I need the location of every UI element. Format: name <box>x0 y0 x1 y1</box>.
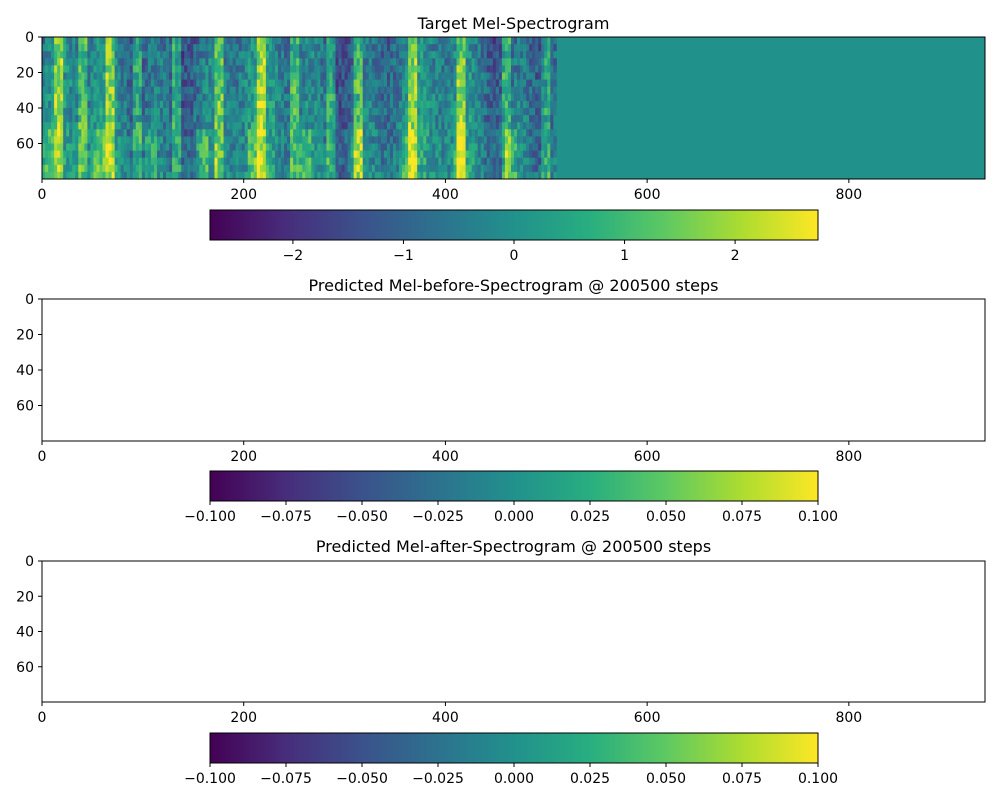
target-colorbar-ticks: −2 −1 0 1 2 <box>283 240 740 264</box>
y-tick-label: 0 <box>25 30 34 46</box>
target-ticks: 0 200 400 600 800 0 20 40 60 <box>16 30 862 203</box>
target-padding-region <box>556 37 985 179</box>
y-tick-label: 20 <box>16 66 34 82</box>
mel-before-title: Predicted Mel-before-Spectrogram @ 20050… <box>309 276 719 295</box>
y-tick-label: 40 <box>16 625 34 641</box>
colorbar-tick-label: 0.025 <box>570 509 610 525</box>
colorbar-tick-label: 0.050 <box>646 771 686 787</box>
colorbar-tick-label: −0.100 <box>184 771 236 787</box>
mel-after-image <box>41 560 986 703</box>
y-tick-label: 40 <box>16 363 34 379</box>
colorbar-tick-label: −0.075 <box>260 771 312 787</box>
panel-target: Target Mel-Spectrogram 0 200 400 600 8000204… <box>16 14 986 264</box>
colorbar-tick-label: 0.000 <box>494 771 534 787</box>
colorbar-tick-label: 2 <box>731 248 740 264</box>
mel-before-colorbar-ticks: −0.100 −0.075 −0.050 −0.025 0.000 0.025 0.050 0… <box>184 501 838 525</box>
panel-mel-after: Predicted Mel-after-Spectrogram @ 200500… <box>16 537 986 787</box>
mel-after-colorbar-gradient <box>209 732 819 764</box>
colorbar-tick-label: −0.025 <box>412 509 464 525</box>
colorbar-tick-label: 0.100 <box>798 509 838 525</box>
x-tick-label: 400 <box>432 710 459 726</box>
x-tick-label: 600 <box>634 187 661 203</box>
colorbar-tick-label: 0.075 <box>722 509 762 525</box>
colorbar-tick-label: −0.100 <box>184 509 236 525</box>
x-tick-label: 800 <box>835 710 862 726</box>
x-tick-label: 600 <box>634 449 661 465</box>
y-tick-label: 0 <box>25 292 34 308</box>
x-tick-label: 800 <box>835 187 862 203</box>
target-heatmap-cells <box>42 37 557 180</box>
x-tick-label: 400 <box>432 449 459 465</box>
x-tick-label: 200 <box>230 187 257 203</box>
mel-before-colorbar: −0.100 −0.075 −0.050 −0.025 0.000 0.025 0.050 0… <box>184 470 838 525</box>
colorbar-tick-label: 0.025 <box>570 771 610 787</box>
target-image <box>42 37 985 180</box>
mel-after-title: Predicted Mel-after-Spectrogram @ 200500… <box>316 537 711 556</box>
x-tick-label: 200 <box>230 710 257 726</box>
x-tick-label: 0 <box>38 710 47 726</box>
y-tick-label: 20 <box>16 328 34 344</box>
x-tick-label: 0 <box>38 449 47 465</box>
colorbar-tick-label: 0 <box>510 248 519 264</box>
x-tick-label: 200 <box>230 449 257 465</box>
mel-after-colorbar: −0.100 −0.075 −0.050 −0.025 0.000 0.025 0.050 0… <box>184 732 838 787</box>
colorbar-tick-label: −0.025 <box>412 771 464 787</box>
colorbar-tick-label: 0.100 <box>798 771 838 787</box>
y-tick-label: 0 <box>25 554 34 570</box>
colorbar-tick-label: −0.050 <box>336 509 388 525</box>
target-colorbar: −2 −1 0 1 2 <box>209 209 819 264</box>
mel-before-ticks: 0 200 400 600 800 0 20 40 60 <box>16 292 862 465</box>
target-title: Target Mel-Spectrogram <box>417 14 610 33</box>
colorbar-tick-label: 0.000 <box>494 509 534 525</box>
y-tick-label: 60 <box>16 399 34 415</box>
panel-mel-before: Predicted Mel-before-Spectrogram @ 20050… <box>16 276 986 525</box>
colorbar-tick-label: −2 <box>283 248 304 264</box>
mel-before-colorbar-gradient <box>209 470 819 502</box>
colorbar-tick-label: 0.075 <box>722 771 762 787</box>
target-colorbar-gradient <box>209 209 819 241</box>
mel-after-colorbar-ticks: −0.100 −0.075 −0.050 −0.025 0.000 0.025 0.050 0… <box>184 763 838 787</box>
colorbar-tick-label: −0.075 <box>260 509 312 525</box>
mel-before-image <box>41 298 986 442</box>
y-tick-label: 40 <box>16 101 34 117</box>
mel-after-ticks: 0 200 400 600 800 0 20 40 60 <box>16 554 862 726</box>
colorbar-tick-label: −0.050 <box>336 771 388 787</box>
y-tick-label: 20 <box>16 589 34 605</box>
y-tick-label: 60 <box>16 660 34 676</box>
x-tick-label: 0 <box>38 187 47 203</box>
y-tick-label: 60 <box>16 137 34 153</box>
x-tick-label: 600 <box>634 710 661 726</box>
colorbar-tick-label: 1 <box>620 248 629 264</box>
x-tick-label: 800 <box>835 449 862 465</box>
x-tick-label: 400 <box>432 187 459 203</box>
colorbar-tick-label: 0.050 <box>646 509 686 525</box>
colorbar-tick-label: −1 <box>393 248 414 264</box>
